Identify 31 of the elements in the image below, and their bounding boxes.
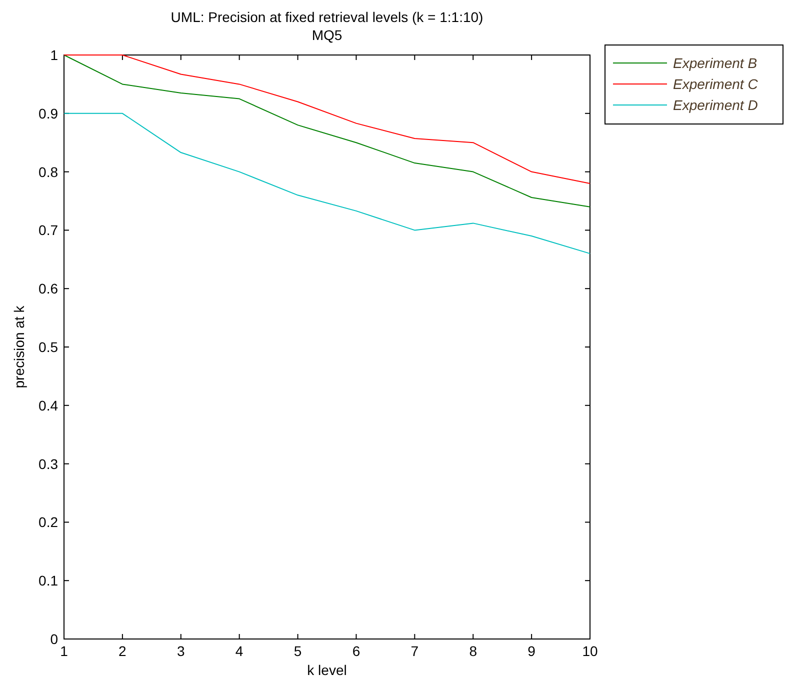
y-tick-label: 0.6: [38, 280, 58, 297]
x-tick-label: 10: [582, 643, 598, 659]
x-tick-label: 4: [235, 643, 244, 659]
legend-label: Experiment D: [673, 97, 758, 113]
y-tick-label: 0.7: [38, 222, 58, 238]
y-tick-label: 0: [50, 631, 58, 647]
y-tick-label: 1: [50, 47, 58, 63]
y-tick-label: 0.8: [38, 164, 58, 180]
line-series: [64, 54, 590, 208]
x-tick-label: 7: [410, 643, 419, 659]
y-axis-title: precision at k: [11, 304, 27, 388]
chart-title: UML: Precision at fixed retrieval levels (k = 1:1:10): [170, 9, 484, 25]
y-tick-label: 0.1: [38, 572, 58, 589]
y-tick-label: 0.2: [38, 514, 58, 530]
line-series: [64, 54, 590, 184]
y-tick-label: 0.4: [38, 397, 58, 414]
x-tick-label: 8: [469, 643, 478, 659]
legend-label: Experiment C: [673, 76, 759, 92]
x-tick-label: 9: [528, 643, 536, 659]
y-tick-label: 0.9: [38, 105, 58, 122]
legend-label: Experiment B: [673, 55, 758, 71]
x-tick-label: 3: [176, 643, 185, 659]
x-tick-label: 2: [118, 643, 127, 659]
chart-subtitle: MQ5: [312, 27, 342, 43]
x-tick-label: 1: [60, 643, 68, 659]
x-tick-label: 6: [352, 643, 360, 659]
x-tick-label: 5: [294, 643, 302, 659]
x-axis-title: k level: [307, 662, 347, 678]
line-series: [64, 112, 590, 254]
y-tick-label: 0.3: [38, 456, 58, 472]
y-tick-label: 0.5: [38, 339, 58, 355]
